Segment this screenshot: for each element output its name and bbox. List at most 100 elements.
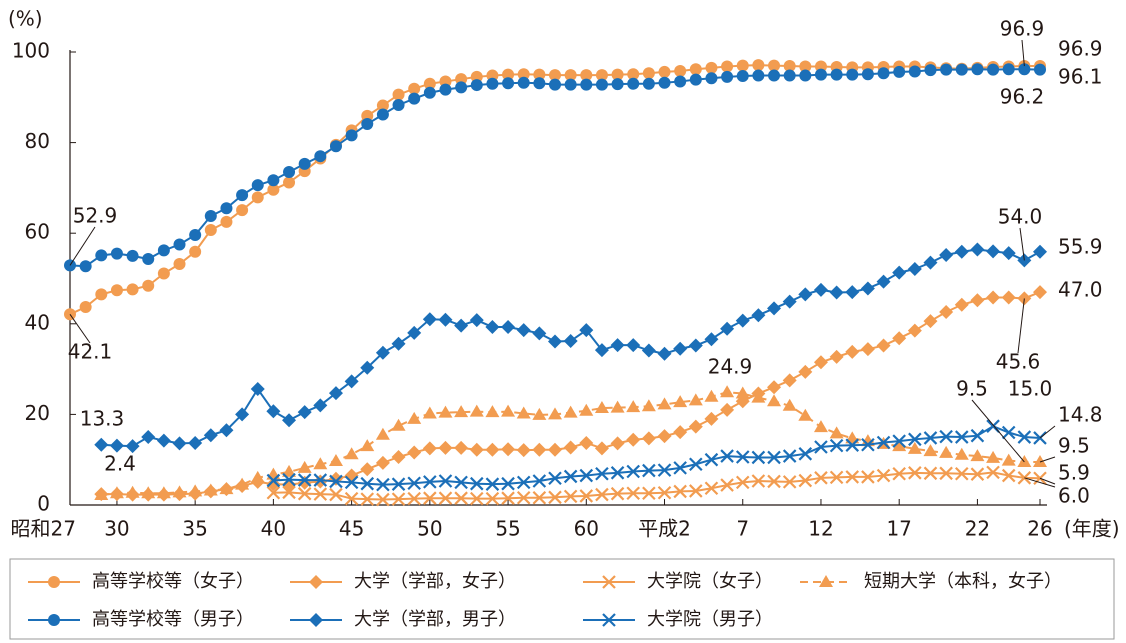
marker [751, 474, 766, 488]
marker [548, 334, 562, 349]
marker [313, 398, 328, 413]
marker [532, 326, 547, 341]
marker [79, 301, 92, 314]
marker [485, 491, 500, 506]
marker [173, 238, 186, 251]
data-label: 52.9 [73, 204, 118, 228]
marker [422, 441, 437, 456]
leader-line [1039, 477, 1056, 485]
marker [986, 290, 1001, 305]
marker [595, 466, 609, 481]
marker [189, 229, 202, 242]
marker [752, 69, 765, 82]
data-label: 55.9 [1058, 235, 1103, 259]
marker [469, 442, 484, 457]
marker [376, 99, 389, 112]
marker [438, 491, 453, 505]
x-tick-label: 30 [104, 517, 129, 541]
marker [876, 435, 891, 450]
marker [564, 78, 577, 91]
marker [877, 67, 890, 80]
legend-label: 短期大学（本科，女子） [864, 571, 1062, 592]
marker [532, 407, 547, 420]
marker [642, 77, 655, 90]
marker [689, 73, 702, 86]
marker [360, 360, 375, 375]
marker [485, 442, 500, 457]
marker [329, 487, 343, 502]
marker [954, 297, 969, 312]
marker [986, 465, 1000, 480]
marker [516, 406, 531, 419]
x-tick-label: 7 [736, 517, 749, 541]
marker [314, 150, 327, 163]
marker [79, 260, 92, 273]
marker [157, 267, 170, 280]
marker [861, 437, 875, 452]
marker [704, 411, 719, 426]
marker [329, 474, 343, 489]
marker [970, 428, 985, 443]
series-line [101, 291, 1041, 496]
marker [157, 244, 170, 257]
leader-line [69, 314, 91, 344]
marker [657, 346, 672, 361]
marker [501, 491, 515, 505]
marker [923, 466, 938, 481]
marker [219, 423, 234, 438]
marker [95, 249, 108, 262]
y-tick-label: 80 [25, 129, 50, 153]
data-label: 14.8 [1058, 403, 1103, 427]
marker [657, 429, 672, 444]
marker [720, 449, 734, 463]
marker [344, 491, 359, 506]
marker [502, 68, 515, 81]
marker [735, 475, 750, 490]
marker [48, 576, 60, 588]
marker [908, 432, 922, 447]
marker [375, 427, 390, 440]
marker [767, 450, 781, 465]
marker [798, 287, 813, 302]
marker [721, 60, 734, 73]
marker [819, 575, 833, 587]
marker [1017, 253, 1032, 268]
marker [329, 140, 342, 153]
marker [485, 405, 500, 418]
x-tick-label: 26 [1027, 517, 1052, 541]
marker [1017, 454, 1032, 467]
marker [391, 449, 406, 464]
marker [548, 471, 562, 486]
marker [173, 258, 186, 271]
marker [594, 441, 609, 456]
y-tick-label: 100 [12, 39, 50, 63]
marker [1001, 453, 1016, 466]
marker [923, 444, 938, 457]
series-line [69, 68, 1041, 268]
marker [360, 492, 375, 506]
marker [142, 279, 155, 292]
marker [283, 166, 296, 179]
marker [407, 491, 421, 506]
marker [126, 249, 139, 262]
marker [782, 294, 797, 309]
data-label: 96.9 [1000, 17, 1045, 41]
marker [767, 301, 782, 316]
marker [673, 395, 688, 408]
y-tick-label: 0 [37, 492, 50, 516]
legend-box [9, 558, 1115, 640]
marker [360, 462, 375, 477]
marker [579, 435, 594, 450]
marker [563, 334, 578, 349]
marker [860, 281, 875, 296]
marker [923, 431, 938, 445]
marker [876, 338, 891, 353]
marker [594, 343, 609, 358]
marker [829, 426, 844, 439]
marker [782, 398, 797, 411]
marker [313, 473, 328, 487]
marker [469, 491, 484, 506]
marker [673, 484, 687, 499]
marker [533, 77, 546, 90]
marker [658, 65, 671, 78]
